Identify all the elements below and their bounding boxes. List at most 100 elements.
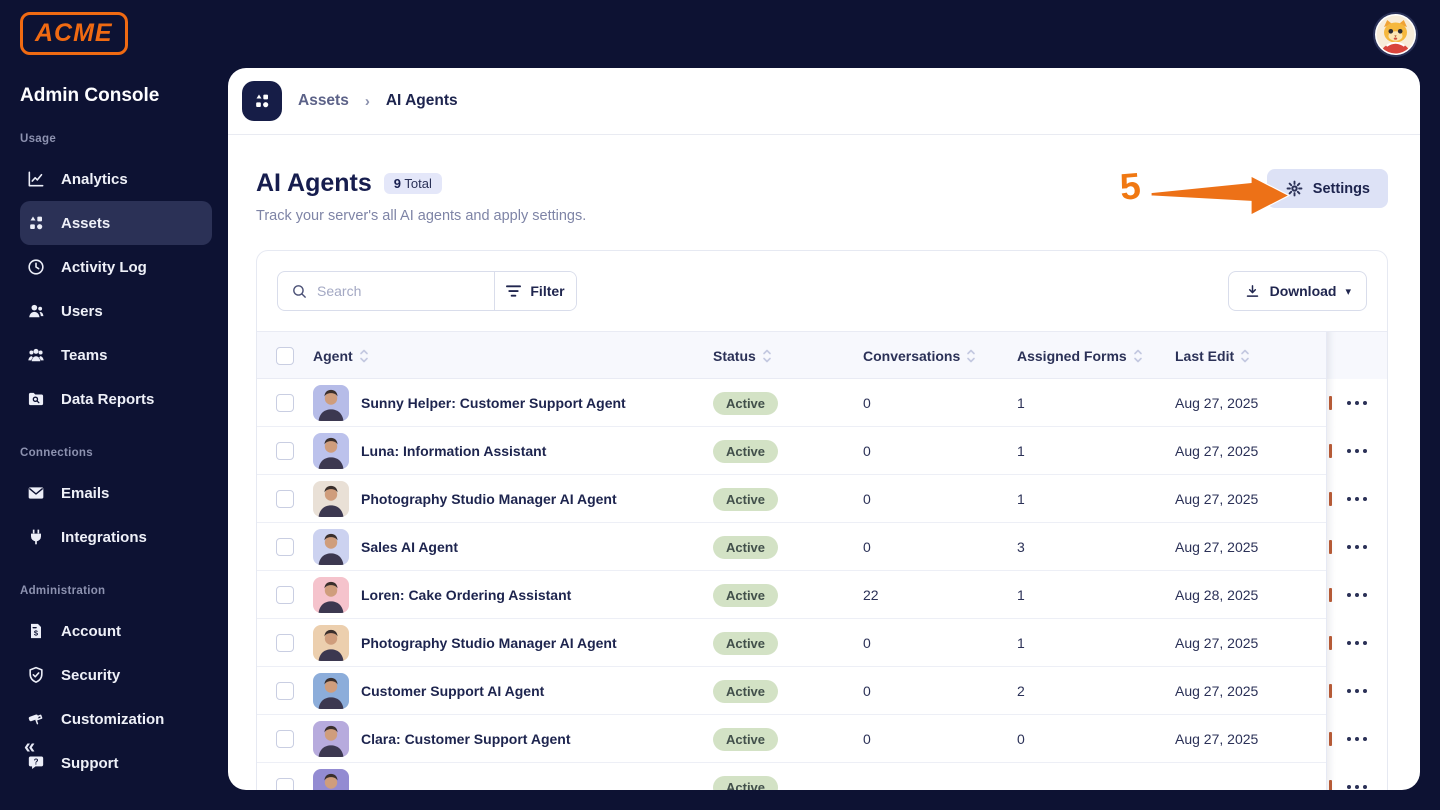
table-row: Luna: Information Assistant Active 0 1 A… bbox=[257, 427, 1387, 475]
sidebar-item-teams[interactable]: Teams bbox=[20, 333, 212, 377]
chevron-down-icon: ▾ bbox=[1345, 285, 1351, 298]
integrations-icon bbox=[25, 526, 47, 548]
section-label-connections: Connections bbox=[20, 447, 93, 459]
agent-name[interactable]: Customer Support AI Agent bbox=[361, 683, 545, 699]
conversations-value: 0 bbox=[863, 539, 871, 555]
assigned-forms-value: 1 bbox=[1017, 635, 1025, 651]
agent-avatar bbox=[313, 625, 349, 661]
sort-icon[interactable] bbox=[762, 348, 772, 364]
table-row: Photography Studio Manager AI Agent Acti… bbox=[257, 619, 1387, 667]
assigned-forms-value: 1 bbox=[1017, 491, 1025, 507]
status-badge: Active bbox=[713, 679, 779, 703]
status-badge: Active bbox=[713, 535, 779, 559]
table-row: Clara: Customer Support Agent Active 0 0… bbox=[257, 715, 1387, 763]
row-actions-button[interactable] bbox=[1341, 395, 1374, 412]
sidebar-item-security[interactable]: Security bbox=[20, 653, 212, 697]
agent-avatar bbox=[313, 769, 349, 790]
row-checkbox[interactable] bbox=[276, 442, 294, 460]
row-actions-button[interactable] bbox=[1341, 635, 1374, 652]
download-button[interactable]: Download ▾ bbox=[1227, 271, 1367, 311]
assigned-forms-value: 1 bbox=[1017, 395, 1025, 411]
row-actions-button[interactable] bbox=[1341, 539, 1374, 556]
customization-icon bbox=[25, 708, 47, 730]
cat-avatar-icon bbox=[1373, 12, 1418, 57]
table-row: Photography Studio Manager AI Agent Acti… bbox=[257, 475, 1387, 523]
acme-logo: ACME bbox=[20, 12, 128, 55]
col-status[interactable]: Status bbox=[713, 348, 756, 364]
col-assigned-forms[interactable]: Assigned Forms bbox=[1017, 348, 1127, 364]
sidebar: ACME Admin Console Usage Analytics Asset… bbox=[0, 0, 228, 810]
table-toolbar: Filter Download ▾ bbox=[257, 251, 1387, 331]
last-edit-value: Aug 27, 2025 bbox=[1175, 683, 1259, 699]
sidebar-item-customization[interactable]: Customization bbox=[20, 697, 212, 741]
row-checkbox[interactable] bbox=[276, 490, 294, 508]
row-actions-button[interactable] bbox=[1341, 683, 1374, 700]
row-checkbox[interactable] bbox=[276, 778, 294, 790]
settings-label: Settings bbox=[1312, 180, 1370, 197]
conversations-value: 0 bbox=[863, 635, 871, 651]
sidebar-item-activity-log[interactable]: Activity Log bbox=[20, 245, 212, 289]
assets-icon bbox=[25, 212, 47, 234]
agent-avatar bbox=[313, 481, 349, 517]
conversations-value: 0 bbox=[863, 683, 871, 699]
sort-icon[interactable] bbox=[1133, 348, 1143, 364]
agent-name[interactable]: Luna: Information Assistant bbox=[361, 443, 547, 459]
row-actions-button[interactable] bbox=[1341, 779, 1374, 790]
agent-name[interactable]: Photography Studio Manager AI Agent bbox=[361, 491, 617, 507]
support-icon: ? bbox=[25, 752, 47, 774]
sidebar-item-assets[interactable]: Assets bbox=[20, 201, 212, 245]
sidebar-item-support[interactable]: ? Support bbox=[20, 741, 212, 785]
table-row: Customer Support AI Agent Active 0 2 Aug… bbox=[257, 667, 1387, 715]
agents-table-card: Filter Download ▾ Agent Status Conversat… bbox=[256, 250, 1388, 790]
row-actions-button[interactable] bbox=[1341, 491, 1374, 508]
row-checkbox[interactable] bbox=[276, 538, 294, 556]
assigned-forms-value: 0 bbox=[1017, 731, 1025, 747]
clipped-content bbox=[1329, 396, 1332, 410]
select-all-checkbox[interactable] bbox=[276, 347, 294, 365]
row-checkbox[interactable] bbox=[276, 586, 294, 604]
row-actions-button[interactable] bbox=[1341, 731, 1374, 748]
status-badge: Active bbox=[713, 631, 779, 655]
sidebar-item-emails[interactable]: Emails bbox=[20, 471, 212, 515]
agent-name[interactable]: Sunny Helper: Customer Support Agent bbox=[361, 395, 626, 411]
row-checkbox[interactable] bbox=[276, 730, 294, 748]
sidebar-item-label: Teams bbox=[61, 346, 108, 364]
settings-button[interactable]: Settings bbox=[1266, 169, 1388, 208]
sidebar-item-label: Integrations bbox=[61, 528, 147, 546]
chevron-right-icon: › bbox=[364, 92, 370, 110]
filter-button[interactable]: Filter bbox=[494, 272, 576, 310]
sidebar-item-label: Data Reports bbox=[61, 390, 155, 408]
table-row: Active bbox=[257, 763, 1387, 790]
agent-name[interactable]: Clara: Customer Support Agent bbox=[361, 731, 571, 747]
actions-header-cell bbox=[1326, 332, 1387, 380]
col-agent[interactable]: Agent bbox=[313, 348, 353, 364]
sort-icon[interactable] bbox=[966, 348, 976, 364]
row-checkbox[interactable] bbox=[276, 394, 294, 412]
agent-name[interactable]: Loren: Cake Ordering Assistant bbox=[361, 587, 572, 603]
breadcrumb-root[interactable]: Assets bbox=[298, 92, 349, 109]
search-input[interactable] bbox=[317, 283, 467, 299]
table-row: Loren: Cake Ordering Assistant Active 22… bbox=[257, 571, 1387, 619]
sidebar-item-analytics[interactable]: Analytics bbox=[20, 157, 212, 201]
filter-label: Filter bbox=[530, 283, 565, 299]
row-actions-button[interactable] bbox=[1341, 443, 1374, 460]
clipped-content bbox=[1329, 492, 1332, 506]
sort-icon[interactable] bbox=[359, 348, 369, 364]
sidebar-item-integrations[interactable]: Integrations bbox=[20, 515, 212, 559]
col-conversations[interactable]: Conversations bbox=[863, 348, 961, 364]
agent-name[interactable]: Sales AI Agent bbox=[361, 539, 458, 555]
row-actions-button[interactable] bbox=[1341, 587, 1374, 604]
sort-icon[interactable] bbox=[1240, 348, 1250, 364]
row-checkbox[interactable] bbox=[276, 634, 294, 652]
last-edit-value: Aug 27, 2025 bbox=[1175, 491, 1259, 507]
sidebar-item-data-reports[interactable]: Data Reports bbox=[20, 377, 212, 421]
sidebar-collapse-icon[interactable]: « bbox=[24, 736, 36, 758]
user-avatar[interactable] bbox=[1372, 11, 1419, 58]
section-label-administration: Administration bbox=[20, 585, 106, 597]
row-checkbox[interactable] bbox=[276, 682, 294, 700]
col-last-edit[interactable]: Last Edit bbox=[1175, 348, 1235, 364]
agent-name[interactable]: Photography Studio Manager AI Agent bbox=[361, 635, 617, 651]
sidebar-item-account[interactable]: $ Account bbox=[20, 609, 212, 653]
sidebar-item-users[interactable]: Users bbox=[20, 289, 212, 333]
